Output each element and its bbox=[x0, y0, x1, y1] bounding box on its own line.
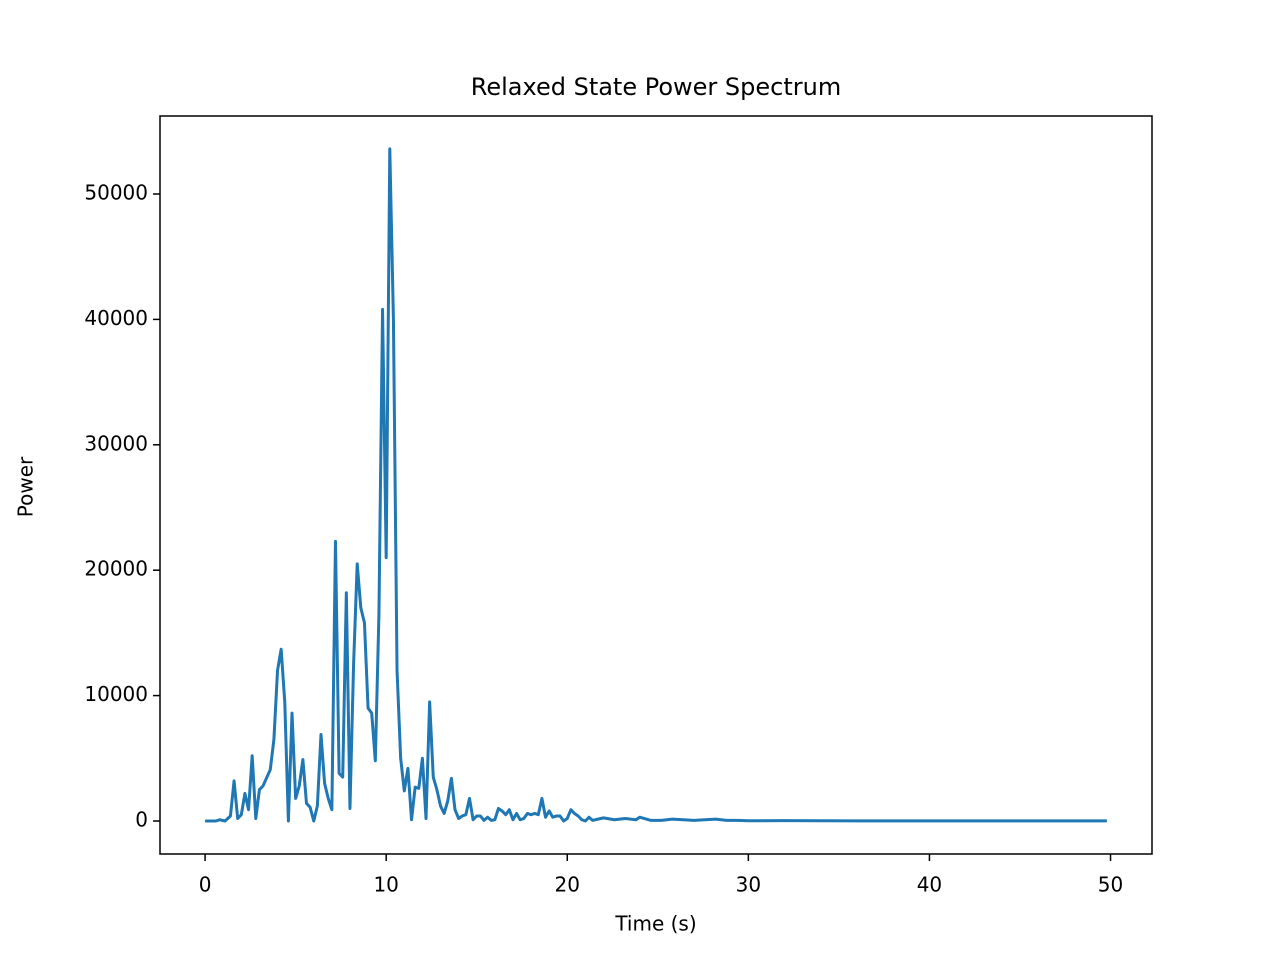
y-axis-label: Power bbox=[14, 456, 38, 517]
y-tick-label: 50000 bbox=[84, 180, 148, 204]
x-tick-label: 40 bbox=[917, 873, 942, 897]
y-tick-label: 20000 bbox=[84, 557, 148, 581]
y-tick-label: 40000 bbox=[84, 306, 148, 330]
y-tick-label: 10000 bbox=[84, 682, 148, 706]
x-tick-label: 0 bbox=[199, 873, 212, 897]
chart-title: Relaxed State Power Spectrum bbox=[471, 73, 841, 101]
y-tick-label: 30000 bbox=[84, 431, 148, 455]
line-series bbox=[205, 147, 1107, 823]
plot-frame bbox=[159, 115, 1153, 855]
x-tick-label: 20 bbox=[555, 873, 580, 897]
x-tick-label: 10 bbox=[373, 873, 398, 897]
x-tick-label: 30 bbox=[736, 873, 761, 897]
y-tick-label: 0 bbox=[135, 807, 148, 831]
x-axis-label: Time (s) bbox=[614, 912, 696, 936]
x-tick-label: 50 bbox=[1098, 873, 1123, 897]
